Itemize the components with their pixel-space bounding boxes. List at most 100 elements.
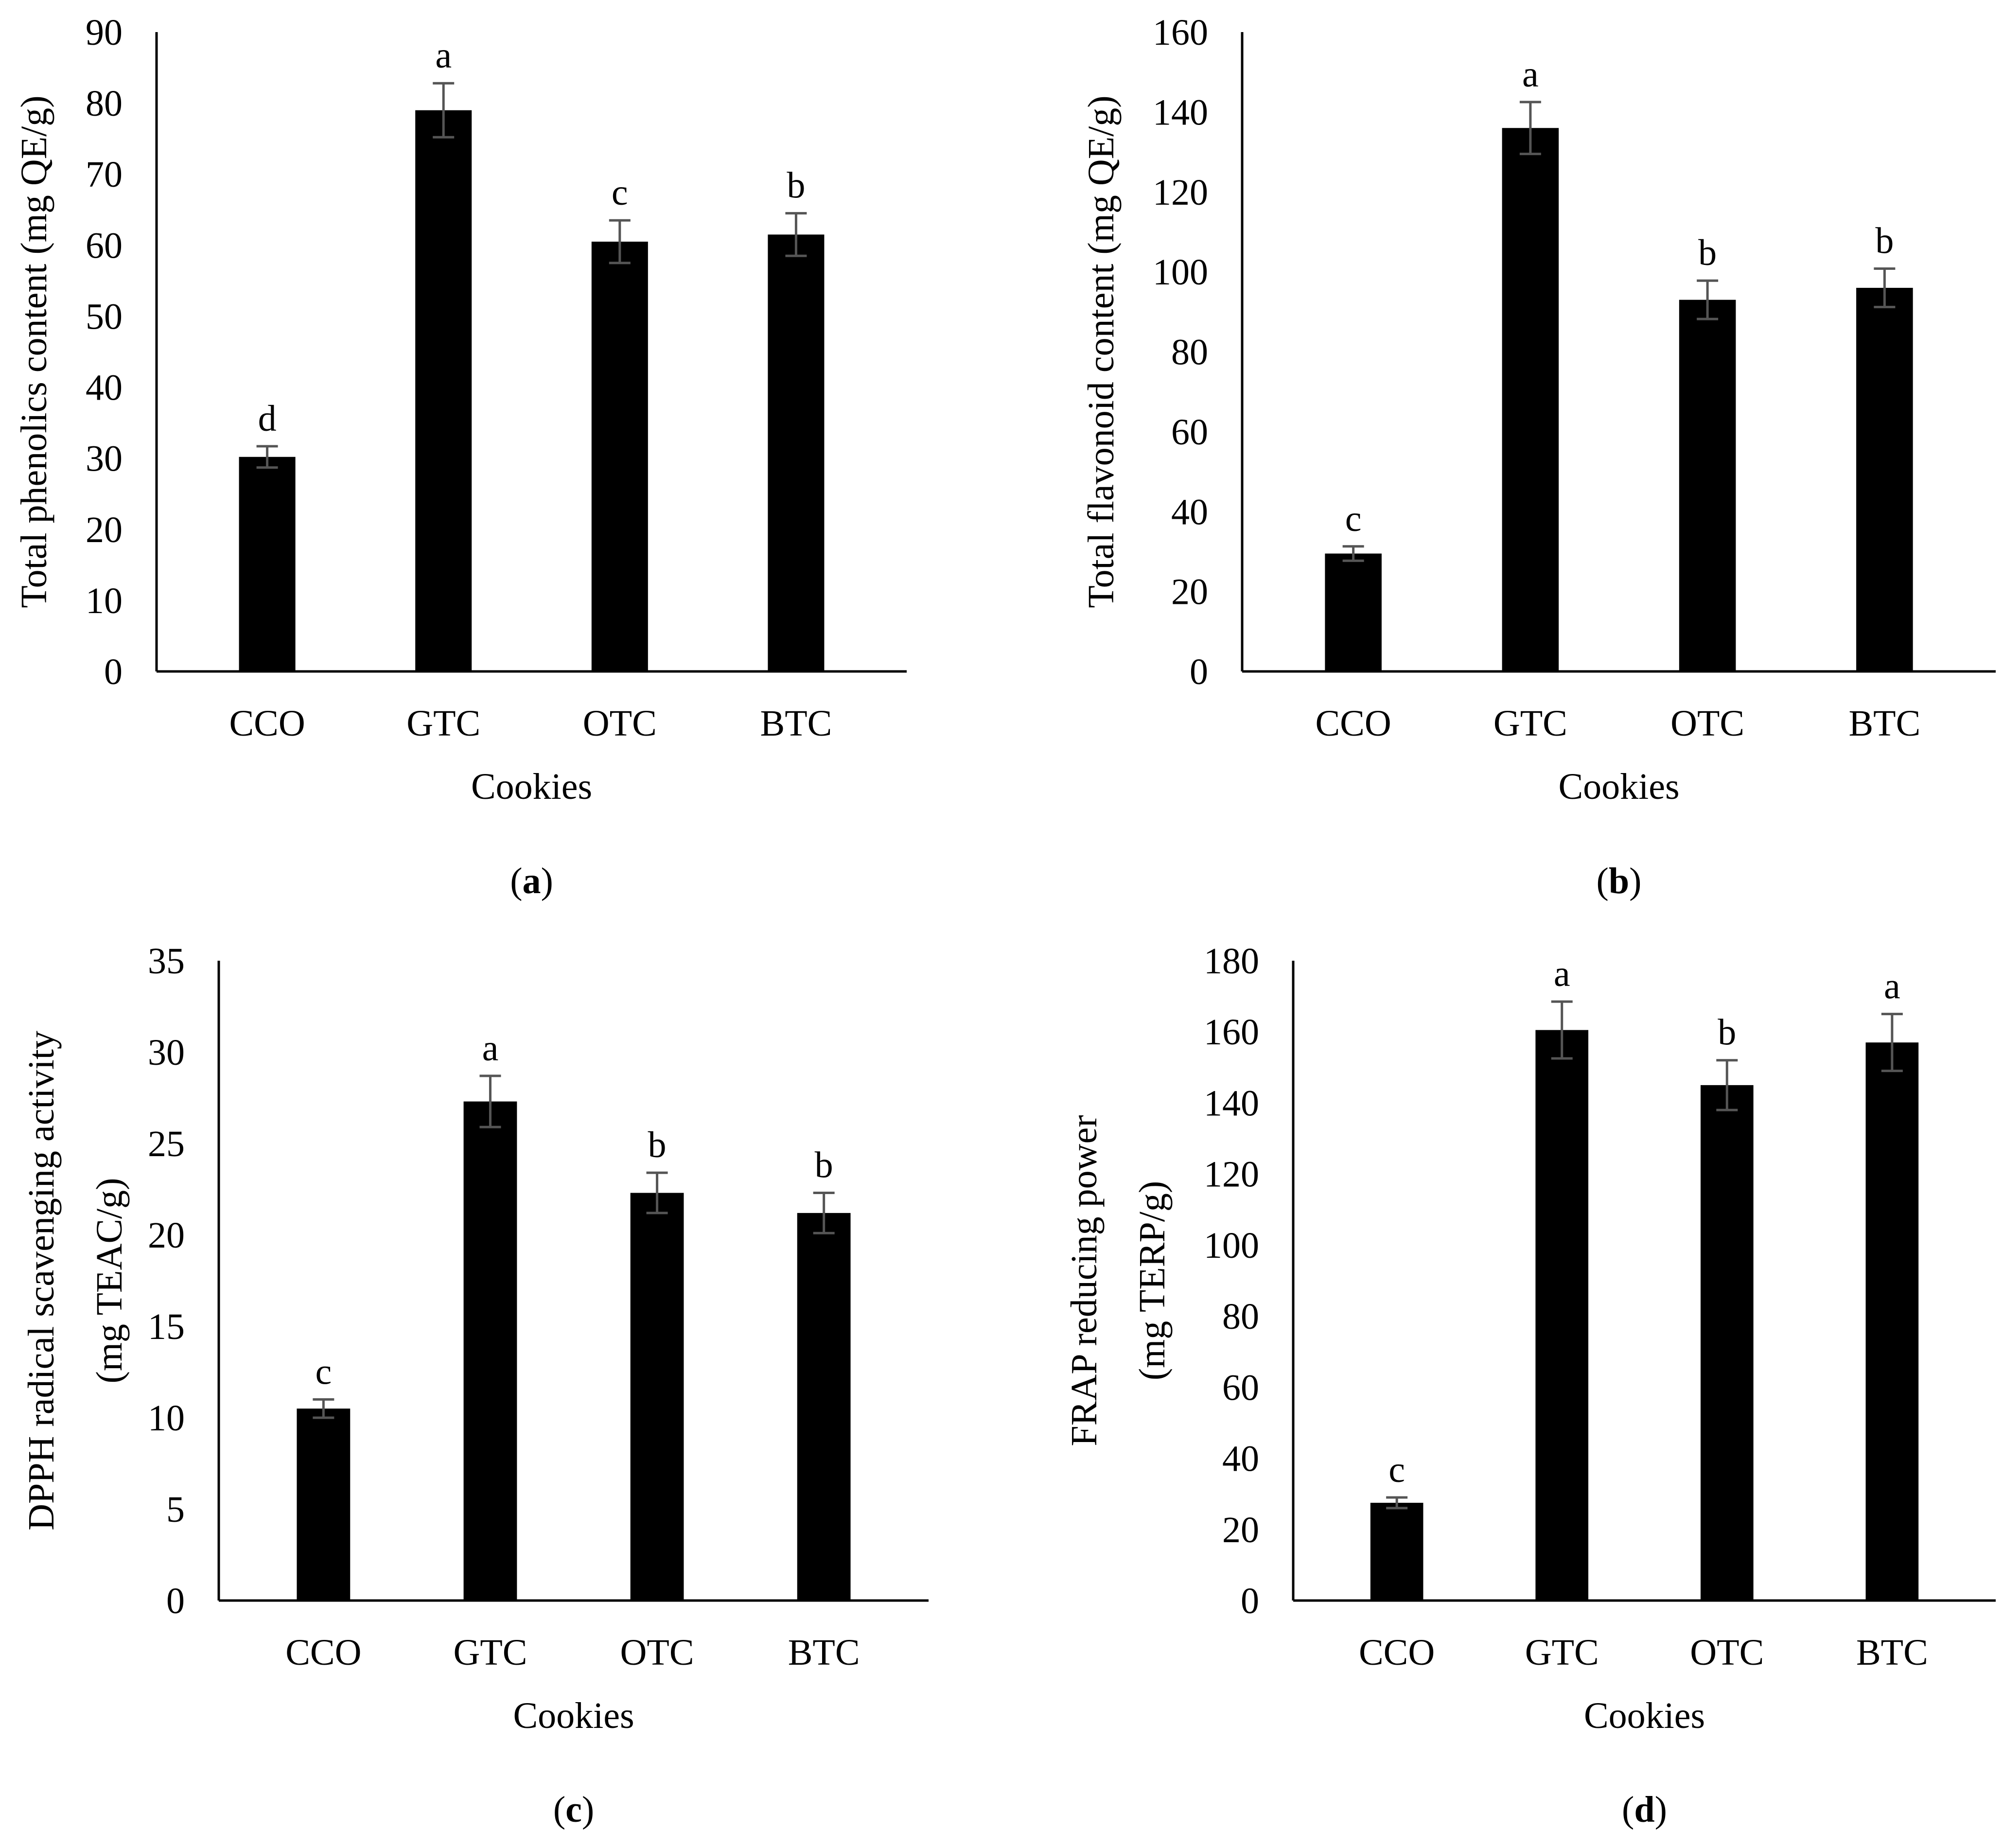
y-tick-label: 20 [1222, 1510, 1259, 1550]
y-tick-label: 20 [1171, 572, 1208, 613]
significance-letter: a [1884, 966, 1900, 1007]
x-axis-label: Cookies [513, 1695, 634, 1736]
y-axis-label: Total flavonoid content (mg QE/g) [1081, 95, 1122, 608]
x-tick-label: BTC [1848, 703, 1920, 744]
x-tick-label: CCO [285, 1632, 361, 1673]
y-tick-label: 0 [1190, 651, 1208, 692]
y-axis-label: (mg TERP/g) [1132, 1181, 1173, 1380]
x-tick-label: OTC [583, 703, 657, 744]
significance-letter: a [435, 35, 452, 76]
y-tick-label: 15 [148, 1306, 185, 1347]
significance-letter: c [1388, 1449, 1405, 1490]
y-tick-label: 80 [86, 83, 123, 124]
y-tick-label: 20 [86, 510, 123, 550]
y-axis-label: FRAP reducing power [1064, 1115, 1105, 1446]
bar-OTC [1700, 1085, 1754, 1601]
bar-OTC [1679, 299, 1736, 671]
y-tick-label: 60 [1171, 412, 1208, 453]
bar-BTC [1856, 288, 1913, 671]
x-tick-label: GTC [406, 703, 480, 744]
bar-GTC [463, 1101, 517, 1601]
y-tick-label: 0 [1241, 1581, 1259, 1621]
x-tick-label: OTC [620, 1632, 694, 1673]
y-tick-label: 120 [1204, 1154, 1259, 1195]
y-tick-label: 140 [1153, 92, 1208, 133]
significance-letter: a [482, 1028, 499, 1069]
y-tick-label: 180 [1204, 941, 1259, 982]
panel-label: (c) [553, 1789, 594, 1830]
x-tick-label: CCO [1315, 703, 1391, 744]
bar-GTC [1502, 128, 1559, 671]
y-tick-label: 50 [86, 296, 123, 337]
x-tick-label: GTC [453, 1632, 527, 1673]
x-tick-label: OTC [1690, 1632, 1764, 1673]
bar-OTC [591, 242, 648, 671]
y-tick-label: 120 [1153, 172, 1208, 213]
bar-CCO [239, 457, 296, 671]
y-tick-label: 70 [86, 154, 123, 195]
chart-panel-d: 0 20 40 60 80 100 120 140 160 180 c CCO a GTC b OTC a BTC… [1064, 941, 1996, 1830]
x-tick-label: CCO [229, 703, 305, 744]
y-tick-label: 10 [86, 581, 123, 621]
bar-GTC [1535, 1030, 1589, 1601]
x-tick-label: CCO [1359, 1632, 1435, 1673]
y-tick-label: 30 [86, 439, 123, 479]
bar-BTC [1865, 1042, 1919, 1601]
significance-letter: b [1718, 1012, 1736, 1053]
significance-letter: a [1522, 54, 1539, 95]
x-tick-label: BTC [1856, 1632, 1928, 1673]
bar-OTC [630, 1193, 684, 1601]
y-tick-label: 160 [1153, 12, 1208, 53]
y-tick-label: 10 [148, 1398, 185, 1439]
significance-letter: b [648, 1125, 667, 1165]
x-axis-label: Cookies [471, 766, 592, 807]
x-tick-label: GTC [1525, 1632, 1599, 1673]
bar-CCO [1370, 1502, 1423, 1601]
bar-GTC [415, 110, 472, 672]
y-axis-label: Total phenolics content (mg QE/g) [14, 95, 54, 608]
x-axis-label: Cookies [1584, 1695, 1705, 1736]
panel-label: (d) [1622, 1789, 1667, 1830]
y-tick-label: 0 [104, 651, 123, 692]
y-tick-label: 140 [1204, 1083, 1259, 1124]
y-axis-label: DPPH radical scavenging activity [21, 1031, 62, 1531]
bar-CCO [1325, 553, 1382, 671]
significance-letter: c [612, 172, 628, 213]
significance-letter: b [815, 1145, 833, 1186]
y-tick-label: 100 [1204, 1225, 1259, 1266]
significance-letter: a [1554, 953, 1570, 994]
panel-label: (b) [1597, 861, 1642, 901]
significance-letter: c [315, 1351, 332, 1392]
y-tick-label: 90 [86, 12, 123, 53]
y-tick-label: 40 [86, 368, 123, 408]
bar-BTC [797, 1213, 851, 1601]
y-tick-label: 5 [166, 1489, 185, 1530]
y-tick-label: 35 [148, 941, 185, 982]
chart-panel-a: 0 10 20 30 40 50 60 70 80 90 d CCO a GTC c OTC b BTC Cooki… [14, 12, 907, 901]
x-tick-label: OTC [1670, 703, 1744, 744]
significance-letter: d [258, 398, 277, 439]
x-tick-label: BTC [760, 703, 832, 744]
chart-panel-c: 0 5 10 15 20 25 30 35 c CCO a GTC b OTC b BTC Cookies DPP… [21, 941, 929, 1830]
y-axis-label: (mg TEAC/g) [89, 1178, 130, 1384]
significance-letter: b [1875, 221, 1894, 262]
bar-BTC [768, 234, 825, 672]
y-tick-label: 80 [1222, 1296, 1259, 1337]
chart-panel-b: 0 20 40 60 80 100 120 140 160 c CCO a GTC b OTC b BTC Coo… [1081, 12, 1996, 901]
y-tick-label: 0 [166, 1581, 185, 1621]
y-tick-label: 80 [1171, 332, 1208, 373]
significance-letter: c [1345, 498, 1362, 539]
x-tick-label: GTC [1493, 703, 1567, 744]
y-tick-label: 60 [86, 225, 123, 266]
bar-CCO [297, 1408, 351, 1601]
y-tick-label: 25 [148, 1124, 185, 1164]
significance-letter: b [1698, 232, 1717, 273]
y-tick-label: 60 [1222, 1367, 1259, 1408]
y-tick-label: 20 [148, 1215, 185, 1256]
x-axis-label: Cookies [1558, 766, 1679, 807]
y-tick-label: 40 [1222, 1439, 1259, 1479]
x-tick-label: BTC [788, 1632, 860, 1673]
significance-letter: b [787, 165, 805, 206]
y-tick-label: 160 [1204, 1012, 1259, 1053]
